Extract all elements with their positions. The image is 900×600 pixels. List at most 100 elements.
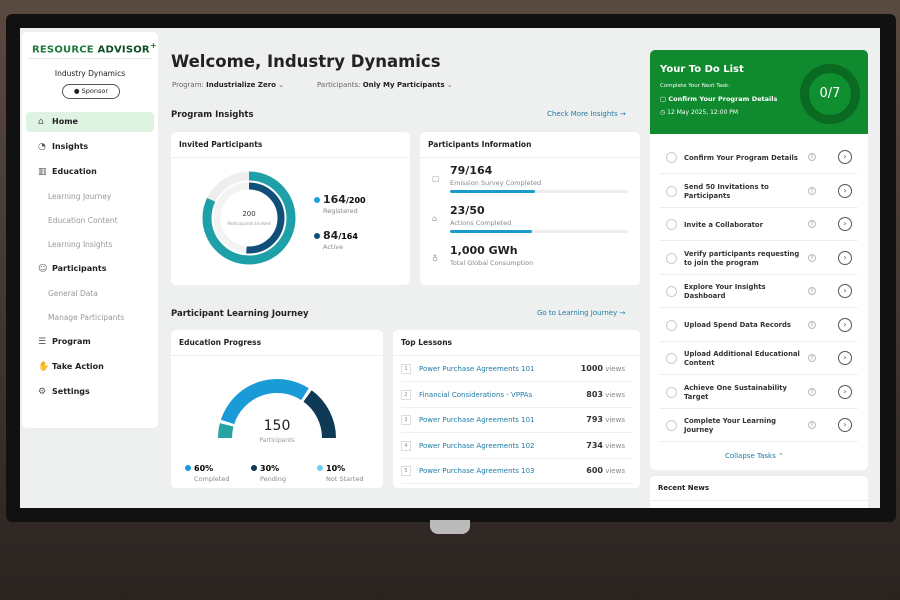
house-icon: ⌂	[432, 214, 438, 223]
chevron-right-icon[interactable]: ›	[838, 250, 852, 265]
go-to-learning-journey-link[interactable]: Go to Learning Journey →	[537, 309, 626, 317]
card-title: Invited Participants	[171, 132, 410, 158]
sidebar-item-insights[interactable]: ◔ Insights	[26, 137, 154, 157]
gauge-segment-not-started	[218, 423, 234, 439]
clipboard-icon: ▢	[432, 174, 440, 183]
chevron-right-icon[interactable]: ›	[838, 418, 852, 432]
sidebar-item-home[interactable]: ⌂ Home	[26, 112, 154, 132]
card-title: Recent News	[650, 476, 868, 501]
lesson-row[interactable]: 3 Power Purchase Agreements 101 793 views	[401, 407, 633, 433]
sidebar-item-education[interactable]: ▥ Education	[26, 162, 154, 182]
todo-task[interactable]: Confirm Your Program Details? ›	[660, 142, 858, 174]
book-icon: ▥	[38, 167, 47, 177]
pie-chart-icon: ◔	[38, 142, 46, 152]
legend-item: 10% Not Started	[317, 456, 363, 483]
sidebar-subitem[interactable]: General Data	[48, 289, 98, 298]
card-title: Participants Information	[420, 132, 640, 158]
info-progress-bar	[450, 190, 628, 193]
help-icon[interactable]: ?	[808, 153, 816, 161]
program-filter[interactable]: Program: Industrialize Zero ⌄	[172, 81, 285, 89]
gauge-segment-pending	[303, 390, 336, 439]
task-checkbox[interactable]	[666, 286, 677, 297]
info-value: 1,000 GWh	[450, 244, 518, 257]
todo-task[interactable]: Upload Additional Educational Content? ›	[660, 343, 858, 375]
legend-item: 30% Pending	[251, 456, 286, 483]
lesson-row[interactable]: 1 Power Purchase Agreements 101 1000 views	[401, 356, 633, 382]
todo-task[interactable]: Complete Your Learning Journey? ›	[660, 410, 858, 442]
chevron-right-icon[interactable]: ›	[838, 284, 852, 298]
help-icon[interactable]: ?	[808, 421, 816, 429]
todo-header: Your To Do List Complete Your Next Task:…	[650, 50, 868, 134]
list-icon: ☰	[38, 337, 47, 347]
lesson-row[interactable]: 4 Power Purchase Agreements 102 734 views	[401, 433, 633, 459]
chevron-right-icon[interactable]: ›	[838, 150, 852, 164]
lesson-row[interactable]: 5 Power Purchase Agreements 103 600 views	[401, 458, 633, 484]
registered-stat: 164/200 Registered	[314, 188, 366, 215]
chevron-right-icon[interactable]: ›	[838, 217, 852, 231]
todo-task[interactable]: Explore Your Insights Dashboard? ›	[660, 276, 858, 308]
todo-task[interactable]: Verify participants requesting to join t…	[660, 243, 858, 275]
next-task-link[interactable]: ▢ Confirm Your Program Details	[660, 95, 778, 103]
chevron-right-icon[interactable]: ›	[838, 183, 852, 198]
help-icon[interactable]: ?	[808, 354, 816, 362]
info-label: Total Global Consumption	[450, 259, 534, 267]
task-checkbox[interactable]	[666, 386, 677, 398]
info-value: 23/50	[450, 204, 485, 217]
sidebar-subitem[interactable]: Learning Journey	[48, 192, 112, 201]
legend-item: 60% Completed	[185, 456, 229, 483]
help-icon[interactable]: ?	[808, 320, 816, 329]
task-checkbox[interactable]	[666, 152, 677, 163]
help-icon[interactable]: ?	[808, 387, 816, 396]
role-badge: ● Sponsor	[62, 84, 120, 99]
check-more-insights-link[interactable]: Check More Insights →	[547, 110, 626, 118]
todo-task[interactable]: Send 50 Invitations to Participants? ›	[660, 176, 858, 208]
gauge-center-value: 150	[264, 418, 291, 434]
card-title: Top Lessons	[393, 330, 640, 356]
donut-center-value: 200	[242, 210, 255, 218]
info-label: Actions Completed	[450, 219, 512, 227]
gauge-segment-completed	[220, 379, 309, 425]
task-checkbox[interactable]	[666, 252, 677, 264]
gear-icon: ⚙	[38, 387, 47, 397]
sidebar-item-participants[interactable]: ☺ Participants	[26, 259, 154, 279]
monitor-stand	[430, 520, 470, 534]
info-value: 79/164	[450, 164, 493, 177]
task-checkbox[interactable]	[666, 319, 677, 331]
recent-news-card: Recent News	[650, 476, 868, 508]
due-date: ◷ 12 May 2025, 12:00 PM	[660, 109, 739, 116]
task-checkbox[interactable]	[666, 353, 677, 364]
todo-task[interactable]: Invite a Collaborator? ›	[660, 209, 858, 241]
card-title: Education Progress	[171, 330, 383, 356]
help-icon[interactable]: ?	[808, 253, 816, 262]
help-icon[interactable]: ?	[808, 186, 816, 195]
task-checkbox[interactable]	[666, 420, 677, 431]
active-ring	[213, 182, 285, 254]
chevron-right-icon[interactable]: ›	[838, 384, 852, 399]
chevron-right-icon[interactable]: ›	[838, 351, 852, 365]
task-checkbox[interactable]	[666, 219, 677, 230]
lesson-row[interactable]: 2 Financial Considerations - VPPAs 803 vie…	[401, 382, 633, 408]
bulb-icon: ♁	[432, 254, 438, 263]
sidebar-item-take-action[interactable]: ✋ Take Action	[26, 357, 154, 377]
participants-filter[interactable]: Participants: Only My Participants ⌄	[317, 81, 453, 89]
collapse-tasks-button[interactable]: Collapse Tasks ⌃	[725, 452, 784, 460]
lesson-link: Power Purchase Agreements 101	[419, 365, 535, 373]
todo-task[interactable]: Upload Spend Data Records? ›	[660, 310, 858, 342]
sidebar-item-settings[interactable]: ⚙ Settings	[26, 382, 154, 402]
education-progress-card: Education Progress 150 Participants 60% C…	[171, 330, 383, 488]
sidebar-item-program[interactable]: ☰ Program	[26, 332, 154, 352]
sidebar-subitem[interactable]: Manage Participants	[48, 313, 125, 322]
sidebar-subitem[interactable]: Learning Insights	[48, 240, 113, 249]
todo-task[interactable]: Achieve One Sustainability Target? ›	[660, 377, 858, 409]
task-checkbox[interactable]	[666, 185, 677, 197]
participants-information-card: Participants Information ▢ 79/164 Emissi…	[420, 132, 640, 285]
info-progress-bar	[450, 230, 628, 233]
chevron-right-icon[interactable]: ›	[838, 317, 852, 332]
brand-logo: RESOURCE ADVISOR+	[32, 40, 158, 56]
next-task-label: Complete Your Next Task:	[660, 83, 731, 89]
help-icon[interactable]: ?	[808, 220, 816, 228]
help-icon[interactable]: ?	[808, 287, 816, 295]
sidebar-subitem[interactable]: Education Content	[48, 216, 118, 225]
lesson-link: Financial Considerations - VPPAs	[419, 390, 533, 399]
lesson-link: Power Purchase Agreements 102	[419, 441, 535, 450]
